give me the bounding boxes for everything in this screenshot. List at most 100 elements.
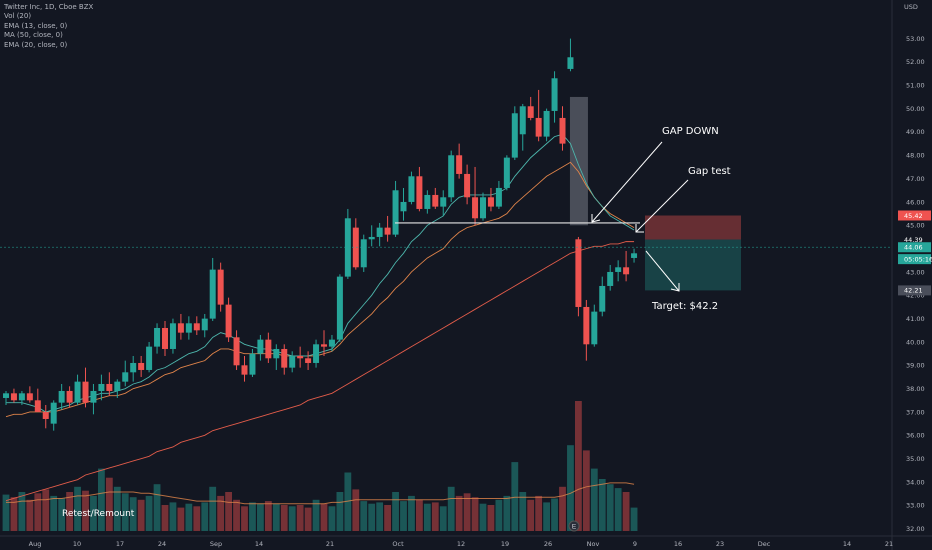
- candle-body: [567, 57, 574, 69]
- y-tick-label: 35.00: [906, 455, 925, 463]
- volume-bar: [567, 445, 574, 531]
- candle-body: [42, 411, 49, 419]
- volume-bar: [447, 486, 455, 531]
- volume-bar: [416, 499, 423, 531]
- candle-body: [535, 117, 542, 137]
- indicator-ma50[interactable]: MA (50, close, 0): [4, 31, 63, 40]
- volume-bar: [288, 506, 296, 531]
- x-tick-label: 14: [255, 540, 263, 548]
- indicator-volume[interactable]: Vol (20): [4, 12, 32, 21]
- candle-body: [201, 318, 208, 331]
- volume-bar: [257, 503, 264, 531]
- x-tick-label: Nov: [587, 540, 600, 548]
- ema20-line: [5, 161, 635, 418]
- price-label-badge: [898, 210, 931, 221]
- candle-body: [138, 362, 145, 370]
- volume-bar: [177, 507, 185, 531]
- candle-body: [352, 227, 359, 268]
- candle-body: [249, 353, 256, 375]
- volume-bar: [392, 492, 399, 531]
- volume-bar: [18, 492, 26, 531]
- candle-body: [66, 390, 73, 403]
- gap-down-arrowhead: [591, 214, 601, 223]
- volume-bar: [233, 499, 240, 531]
- indicator-ema13[interactable]: EMA (13, close, 0): [4, 21, 68, 30]
- volume-bar: [535, 495, 543, 531]
- candle-body: [472, 197, 479, 219]
- x-tick-label: 21: [885, 540, 893, 548]
- candle-body: [26, 393, 33, 401]
- volume-bar: [527, 499, 535, 531]
- volume-bar: [82, 490, 89, 531]
- candle-body: [631, 253, 638, 258]
- volume-bar: [304, 507, 312, 531]
- y-tick-label: 48.00: [906, 152, 925, 160]
- y-tick-label: 53.00: [906, 35, 925, 43]
- candle-body: [408, 176, 415, 202]
- price-label-text: 45.42: [904, 212, 923, 220]
- volume-bar: [66, 492, 73, 531]
- candle-body: [376, 227, 383, 237]
- volume-bar: [471, 497, 479, 531]
- candle-body: [384, 227, 391, 235]
- y-tick-label: 42.00: [906, 292, 925, 300]
- volume-bar: [98, 468, 105, 531]
- candle-body: [122, 372, 129, 382]
- candle-body: [615, 267, 622, 272]
- volume-bar: [137, 499, 145, 531]
- price-label-badge: [898, 254, 931, 265]
- candle-body: [177, 323, 184, 333]
- y-tick-label: 32.00: [906, 525, 925, 533]
- candle-body: [511, 113, 518, 158]
- candle-body: [50, 402, 57, 424]
- volume-bar: [559, 486, 566, 531]
- candle-body: [10, 393, 17, 401]
- candle-body: [265, 339, 272, 359]
- volume-bar: [519, 492, 527, 531]
- candle-body: [575, 239, 582, 307]
- candle-body: [440, 197, 447, 207]
- candle-body: [480, 197, 486, 219]
- candle-body: [34, 400, 41, 412]
- volume-bar: [376, 502, 384, 531]
- candle-body: [360, 239, 367, 268]
- y-tick-label: 50.00: [906, 105, 925, 113]
- volume-bar: [121, 493, 129, 531]
- candle-body: [130, 362, 137, 373]
- x-tick-label: 10: [73, 540, 81, 548]
- volume-bar: [551, 498, 558, 531]
- candle-body: [464, 173, 471, 198]
- indicator-ema20[interactable]: EMA (20, close, 0): [4, 40, 68, 49]
- currency-label: USD: [904, 3, 918, 11]
- volume-bar: [10, 497, 18, 531]
- candle-body: [273, 348, 280, 359]
- candle-body: [495, 187, 502, 207]
- candle-body: [344, 218, 351, 277]
- candle-body: [551, 78, 558, 111]
- candle-body: [98, 383, 105, 391]
- price-label-badge: [898, 242, 931, 253]
- volume-bar: [209, 486, 217, 531]
- candle-body: [503, 157, 510, 188]
- volume-bar: [582, 450, 590, 531]
- symbol-info[interactable]: Twitter Inc, 1D, Cboe BZX: [4, 3, 94, 11]
- volume-bar: [598, 479, 606, 531]
- candle-body: [448, 155, 455, 198]
- candle-body: [321, 344, 327, 347]
- candle-body: [154, 327, 161, 347]
- volume-bar: [50, 495, 58, 531]
- candle-body: [257, 339, 264, 354]
- candle-body: [169, 323, 176, 349]
- volume-bar: [161, 505, 169, 531]
- x-tick-label: 16: [674, 540, 682, 548]
- candle-body: [607, 271, 614, 286]
- candle-body: [583, 306, 590, 345]
- gap-down-annotation: GAP DOWN: [662, 126, 719, 137]
- candle-body: [217, 269, 224, 305]
- volume-bar: [193, 506, 201, 531]
- volume-bar: [241, 506, 248, 531]
- candle-body: [82, 381, 89, 403]
- x-tick-label: 9: [633, 540, 637, 548]
- y-tick-label: 52.00: [906, 58, 925, 66]
